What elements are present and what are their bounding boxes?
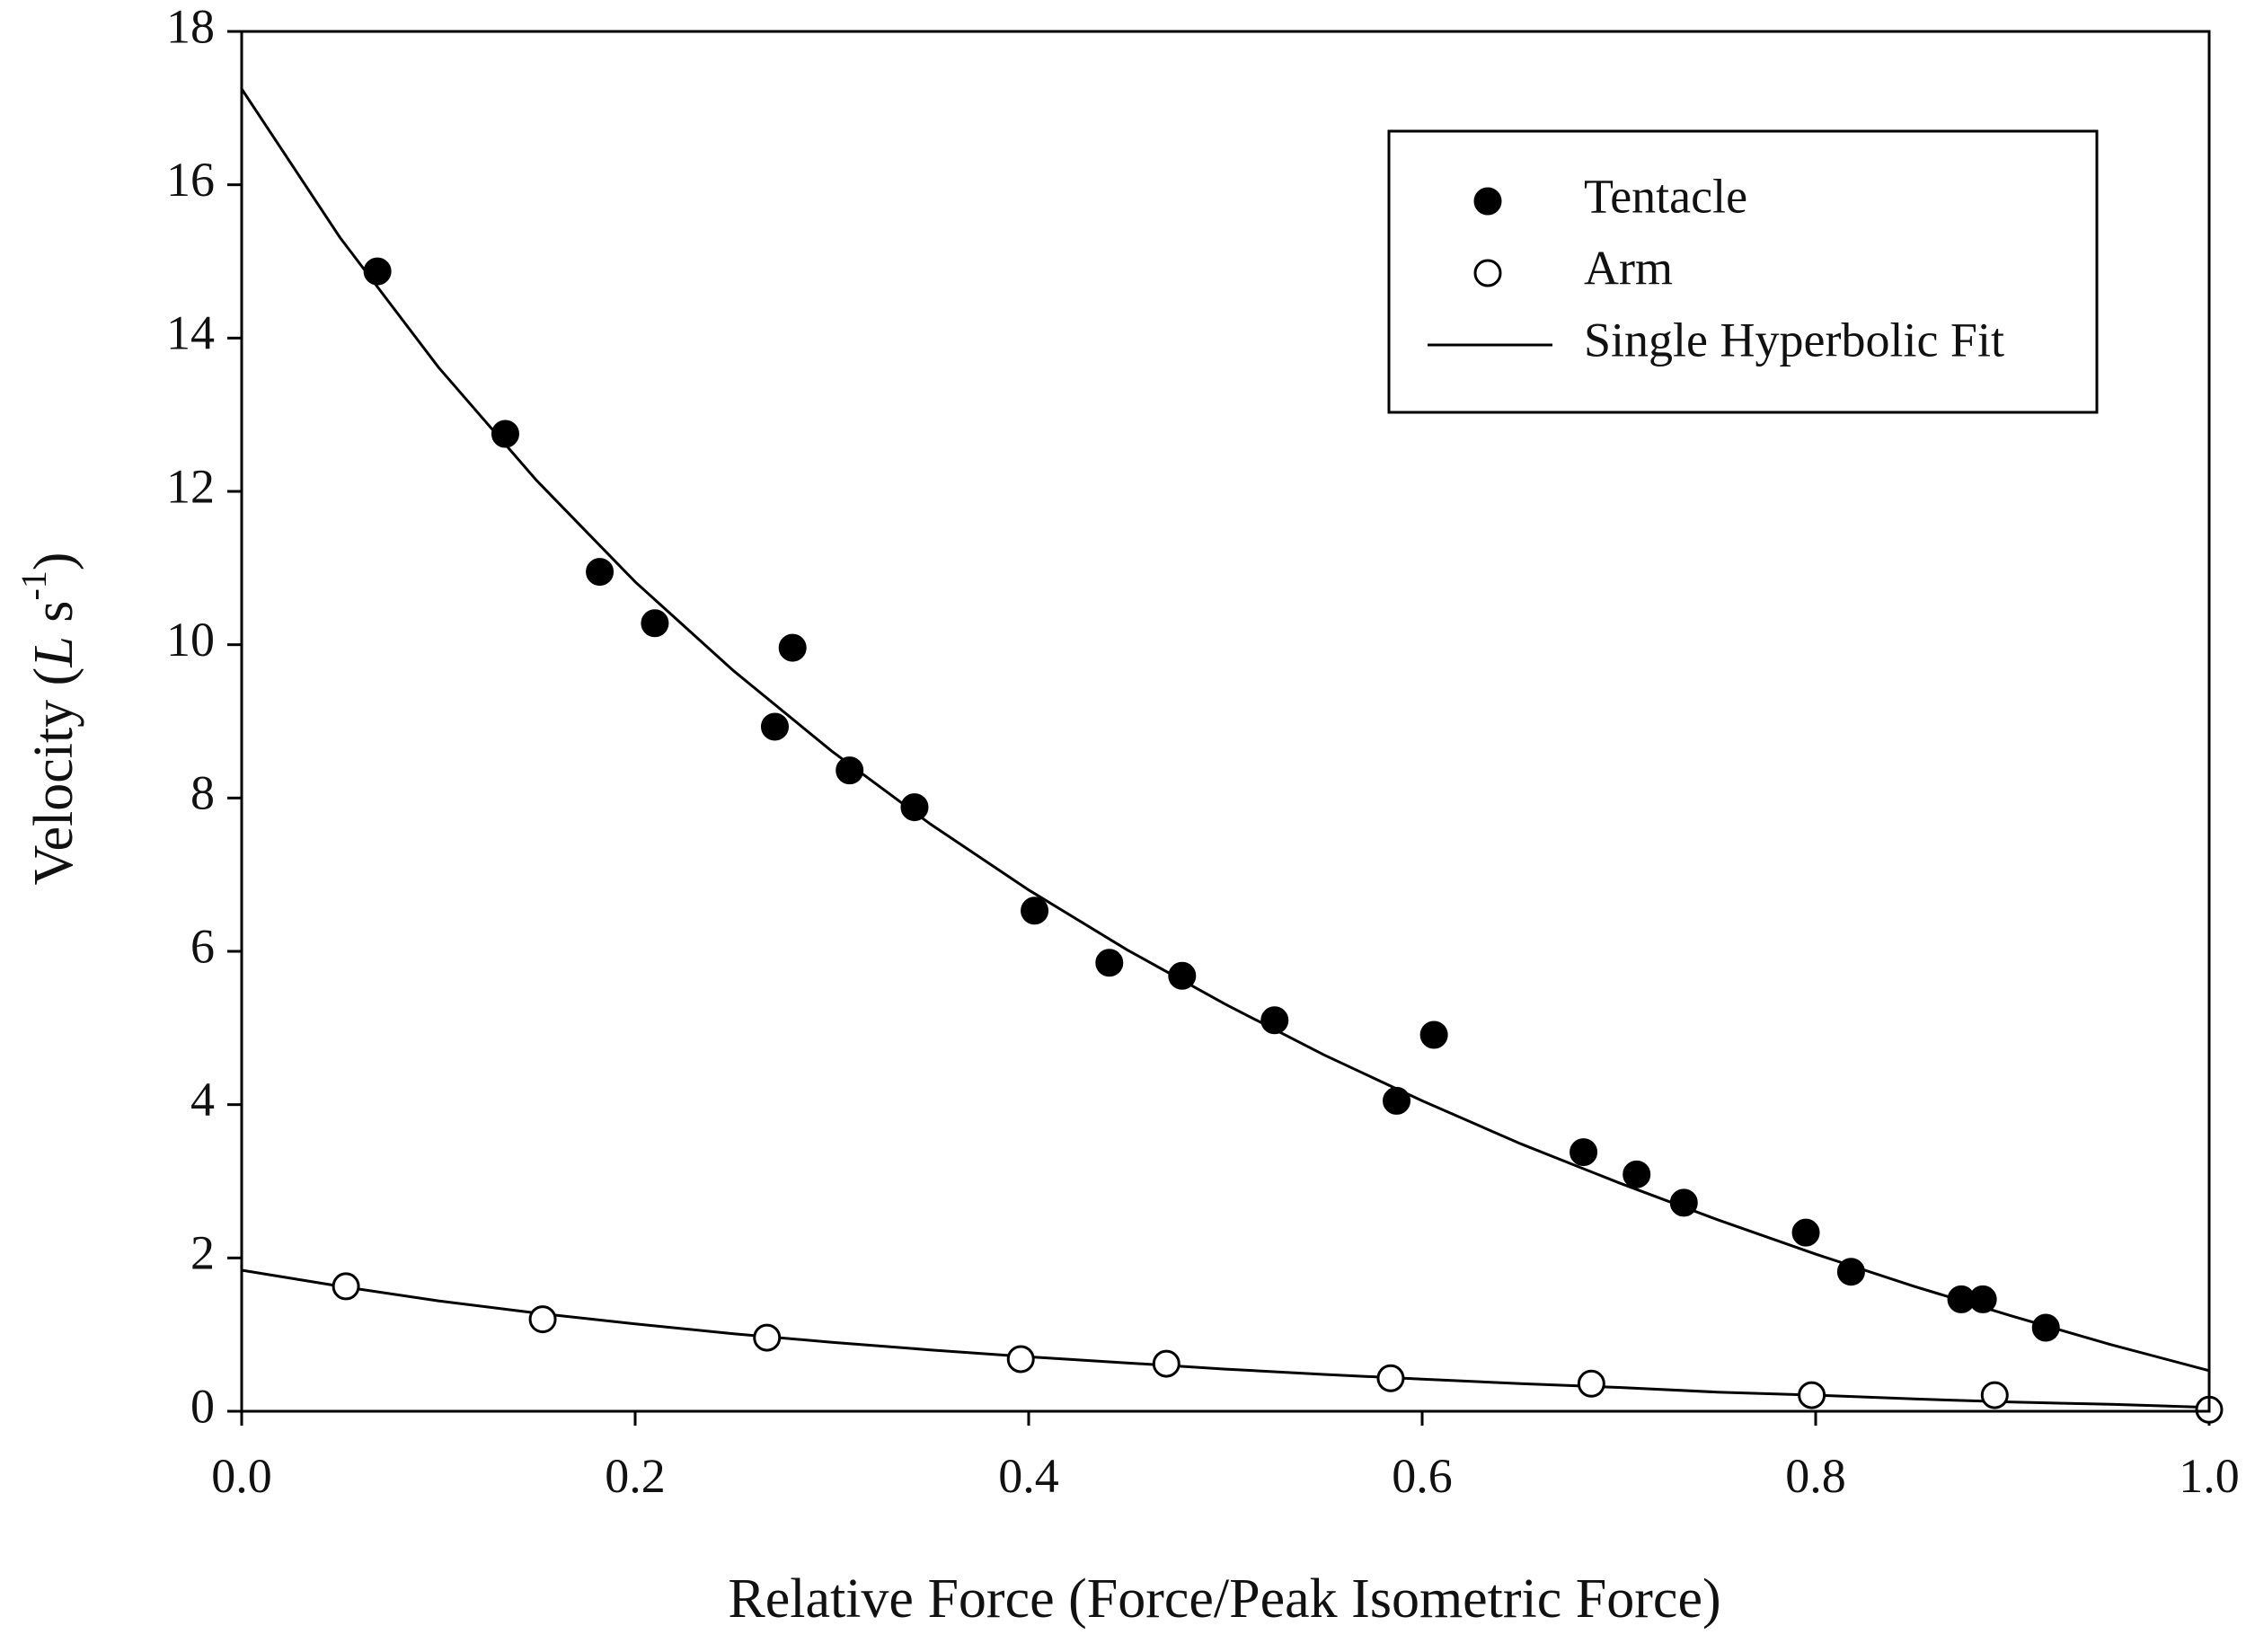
data-point [1021,897,1049,925]
y-tick-label: 12 [166,459,215,513]
data-point [778,633,807,662]
fit-line [240,88,2210,1373]
x-tick-label: 1.0 [2179,1449,2240,1503]
legend-marker [1473,259,1502,287]
legend-marker [1473,187,1502,216]
y-label-part: L [23,636,84,667]
legend-label: Tentacle [1584,169,1747,223]
data-point [1152,1349,1180,1378]
legend-label: Single Hyperbolic Fit [1584,313,2004,367]
y-tick-label: 10 [166,613,215,667]
y-label-part: -1 [13,570,54,600]
data-point [1168,961,1197,990]
data-point [1798,1381,1826,1409]
legend-box [1387,129,2099,414]
x-tick-label: 0.4 [998,1449,1059,1503]
data-point [1791,1218,1820,1247]
y-tick-label: 8 [190,766,215,820]
data-point [1095,949,1124,977]
y-tick-label: 4 [190,1073,215,1126]
fit-line [241,1268,2210,1409]
data-point [1260,1006,1289,1035]
x-tick-label: 0.2 [605,1449,666,1503]
data-point [2031,1313,2060,1342]
y-tick-label: 14 [166,306,215,360]
data-point [528,1305,557,1334]
data-point [1980,1381,2009,1409]
y-tick-label: 16 [166,153,215,207]
data-point [1376,1364,1405,1392]
y-tick-label: 0 [190,1379,215,1433]
x-tick-label: 0.6 [1392,1449,1453,1503]
data-point [760,712,789,741]
data-point [1623,1160,1651,1188]
data-point [332,1272,360,1301]
data-point [363,257,392,286]
data-point [900,793,929,822]
data-point [1006,1345,1035,1374]
legend: Tentacle Arm Single Hyperbolic Fit [1387,129,2099,414]
y-tick-label: 18 [166,0,215,53]
x-tick-label: 0.0 [211,1449,272,1503]
data-point [1577,1369,1605,1398]
data-point [1570,1138,1598,1167]
x-tick-label: 0.8 [1785,1449,1846,1503]
legend-label: Arm [1584,241,1673,295]
data-point [1968,1285,1997,1313]
data-point [1383,1086,1411,1115]
data-point [641,609,669,638]
data-point [1669,1188,1698,1217]
y-tick-label: 2 [190,1226,215,1280]
data-point [586,558,615,587]
data-point [491,420,519,448]
y-label-part: Velocity ( [23,667,84,886]
y-label-part: ) [23,552,84,571]
data-point [1836,1258,1865,1286]
data-point [753,1323,782,1352]
plot-frame [240,30,2211,1413]
x-axis-label: Relative Force (Force/Peak Isometric For… [728,1568,1720,1630]
y-axis-label: Velocity (L s-1) [13,552,84,886]
data-point [1419,1020,1448,1049]
y-label-part: s [23,601,84,637]
y-tick-label: 6 [190,919,215,973]
data-point [836,756,864,785]
